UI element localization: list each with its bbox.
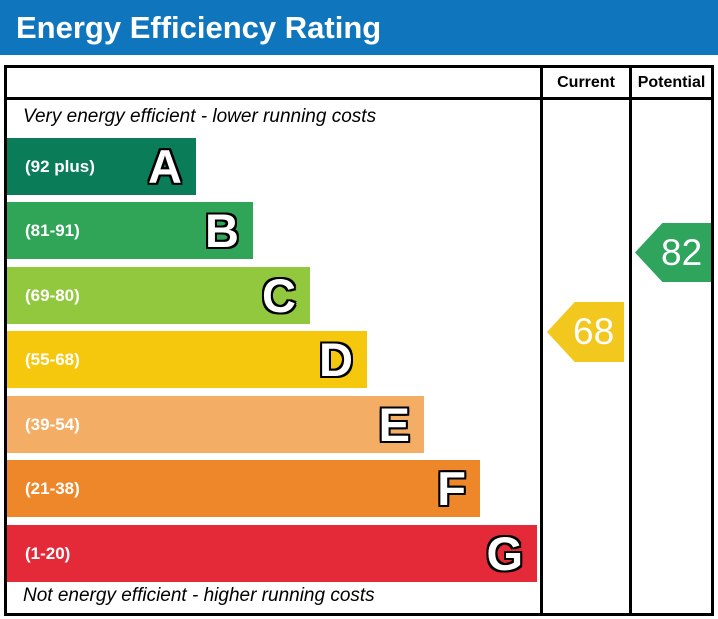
potential-column-header: Potential — [637, 73, 706, 91]
column-divider-current — [540, 68, 543, 613]
current-rating-value: 68 — [573, 311, 615, 352]
band-range-label: (81-91) — [25, 220, 80, 240]
band-row-f: (21-38) F — [7, 460, 480, 517]
band-row-a: (92 plus) A — [7, 138, 196, 195]
band-letter: B — [205, 204, 239, 257]
band-row-c: (69-80) C — [7, 267, 310, 324]
band-range-label: (69-80) — [25, 285, 80, 305]
band-letter: D — [319, 333, 353, 386]
band-letter: E — [378, 398, 410, 451]
title-bar: Energy Efficiency Rating — [0, 0, 718, 55]
current-column-header: Current — [557, 73, 615, 91]
band-range-label: (55-68) — [25, 349, 80, 369]
potential-rating-arrow: 82 — [635, 223, 711, 282]
band-row-g: (1-20) G — [7, 525, 537, 582]
band-range-label: (92 plus) — [25, 156, 95, 176]
rating-table: Current Potential Very energy efficient … — [4, 65, 714, 616]
band-range-label: (21-38) — [25, 478, 80, 498]
band-row-d: (55-68) D — [7, 331, 367, 388]
band-row-b: (81-91) B — [7, 202, 253, 259]
band-row-e: (39-54) E — [7, 396, 424, 453]
band-letter: G — [486, 527, 523, 580]
band-range-label: (39-54) — [25, 414, 80, 434]
potential-rating-value: 82 — [661, 231, 703, 273]
current-rating-arrow: 68 — [547, 302, 624, 362]
column-divider-potential — [629, 68, 632, 613]
bottom-note: Not energy efficient - higher running co… — [23, 585, 375, 606]
page-title: Energy Efficiency Rating — [16, 9, 382, 45]
band-letter: F — [437, 462, 466, 515]
header-divider — [7, 97, 711, 100]
band-range-label: (1-20) — [25, 543, 71, 563]
band-letter: C — [262, 269, 296, 322]
band-letter: A — [148, 140, 182, 193]
top-note: Very energy efficient - lower running co… — [23, 106, 377, 127]
